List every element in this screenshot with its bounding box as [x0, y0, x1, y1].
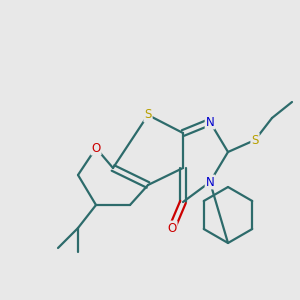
Text: N: N: [206, 116, 214, 128]
Text: O: O: [167, 221, 177, 235]
Text: O: O: [92, 142, 100, 154]
Text: S: S: [144, 109, 152, 122]
Text: N: N: [206, 176, 214, 188]
Text: S: S: [251, 134, 259, 146]
